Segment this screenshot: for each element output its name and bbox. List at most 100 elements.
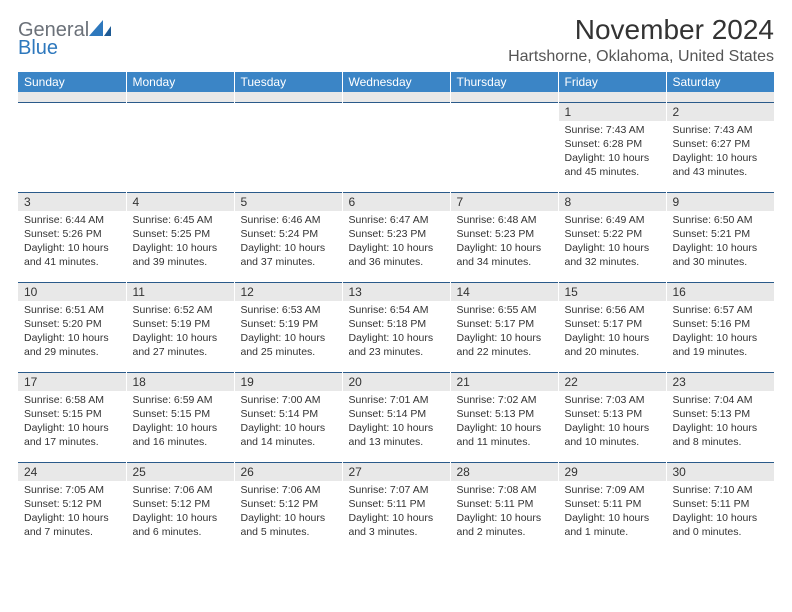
calendar-day-cell: 19Sunrise: 7:00 AMSunset: 5:14 PMDayligh… [234,372,342,462]
calendar-day-cell: 14Sunrise: 6:55 AMSunset: 5:17 PMDayligh… [450,282,558,372]
sunset-text: Sunset: 5:14 PM [241,407,336,421]
location-subtitle: Hartshorne, Oklahoma, United States [508,48,774,66]
day-number: 12 [235,283,342,301]
sunrise-text: Sunrise: 6:51 AM [24,303,120,317]
calendar-day-cell: 17Sunrise: 6:58 AMSunset: 5:15 PMDayligh… [18,372,126,462]
sunrise-text: Sunrise: 7:09 AM [565,483,660,497]
sunrise-text: Sunrise: 7:08 AM [457,483,552,497]
daylight-text: Daylight: 10 hours and 36 minutes. [349,241,444,269]
calendar-day-cell: 11Sunrise: 6:52 AMSunset: 5:19 PMDayligh… [126,282,234,372]
day-number: 17 [18,373,126,391]
daylight-text: Daylight: 10 hours and 45 minutes. [565,151,660,179]
day-details: Sunrise: 6:47 AMSunset: 5:23 PMDaylight:… [343,211,450,274]
sunrise-text: Sunrise: 7:43 AM [673,123,769,137]
calendar-day-cell: 24Sunrise: 7:05 AMSunset: 5:12 PMDayligh… [18,462,126,552]
day-details: Sunrise: 6:44 AMSunset: 5:26 PMDaylight:… [18,211,126,274]
calendar-table: Sunday Monday Tuesday Wednesday Thursday… [18,72,774,552]
sunset-text: Sunset: 6:27 PM [673,137,769,151]
day-number: 4 [127,193,234,211]
calendar-week-row: 24Sunrise: 7:05 AMSunset: 5:12 PMDayligh… [18,462,774,552]
sunrise-text: Sunrise: 7:04 AM [673,393,769,407]
day-number: 7 [451,193,558,211]
day-number: 5 [235,193,342,211]
sunrise-text: Sunrise: 6:52 AM [133,303,228,317]
month-title: November 2024 [508,14,774,46]
day-details: Sunrise: 6:59 AMSunset: 5:15 PMDaylight:… [127,391,234,454]
day-number: 19 [235,373,342,391]
sunrise-text: Sunrise: 6:46 AM [241,213,336,227]
weekday-header: Saturday [666,72,774,92]
day-details: Sunrise: 6:50 AMSunset: 5:21 PMDaylight:… [667,211,775,274]
calendar-day-cell: 8Sunrise: 6:49 AMSunset: 5:22 PMDaylight… [558,192,666,282]
sunrise-text: Sunrise: 6:56 AM [565,303,660,317]
brand-part2: Blue [18,37,58,59]
day-number: 8 [559,193,666,211]
calendar-day-cell: 16Sunrise: 6:57 AMSunset: 5:16 PMDayligh… [666,282,774,372]
calendar-day-cell: 30Sunrise: 7:10 AMSunset: 5:11 PMDayligh… [666,462,774,552]
day-details: Sunrise: 6:58 AMSunset: 5:15 PMDaylight:… [18,391,126,454]
brand-sail-icon [89,20,111,36]
daylight-text: Daylight: 10 hours and 8 minutes. [673,421,769,449]
daylight-text: Daylight: 10 hours and 13 minutes. [349,421,444,449]
day-number: 16 [667,283,775,301]
sunrise-text: Sunrise: 6:48 AM [457,213,552,227]
daylight-text: Daylight: 10 hours and 11 minutes. [457,421,552,449]
sunrise-text: Sunrise: 6:44 AM [24,213,120,227]
day-number: 9 [667,193,775,211]
day-number: 10 [18,283,126,301]
sunset-text: Sunset: 5:15 PM [133,407,228,421]
sunset-text: Sunset: 5:17 PM [565,317,660,331]
day-details: Sunrise: 7:43 AMSunset: 6:28 PMDaylight:… [559,121,666,184]
day-number: 13 [343,283,450,301]
weekday-header: Wednesday [342,72,450,92]
daylight-text: Daylight: 10 hours and 43 minutes. [673,151,769,179]
sunset-text: Sunset: 5:12 PM [241,497,336,511]
sunrise-text: Sunrise: 7:05 AM [24,483,120,497]
daylight-text: Daylight: 10 hours and 23 minutes. [349,331,444,359]
calendar-day-cell: 7Sunrise: 6:48 AMSunset: 5:23 PMDaylight… [450,192,558,282]
sunrise-text: Sunrise: 7:06 AM [133,483,228,497]
sunrise-text: Sunrise: 6:57 AM [673,303,769,317]
day-details: Sunrise: 7:08 AMSunset: 5:11 PMDaylight:… [451,481,558,544]
daylight-text: Daylight: 10 hours and 3 minutes. [349,511,444,539]
day-number: 26 [235,463,342,481]
weekday-header: Sunday [18,72,126,92]
sunrise-text: Sunrise: 7:43 AM [565,123,660,137]
calendar-day-cell: 29Sunrise: 7:09 AMSunset: 5:11 PMDayligh… [558,462,666,552]
day-details: Sunrise: 7:02 AMSunset: 5:13 PMDaylight:… [451,391,558,454]
day-details: Sunrise: 6:46 AMSunset: 5:24 PMDaylight:… [235,211,342,274]
day-number: 27 [343,463,450,481]
day-number: 23 [667,373,775,391]
day-details: Sunrise: 7:43 AMSunset: 6:27 PMDaylight:… [667,121,775,184]
sunset-text: Sunset: 5:13 PM [673,407,769,421]
calendar-week-row: 17Sunrise: 6:58 AMSunset: 5:15 PMDayligh… [18,372,774,462]
calendar-day-cell: 2Sunrise: 7:43 AMSunset: 6:27 PMDaylight… [666,102,774,192]
sunset-text: Sunset: 5:16 PM [673,317,769,331]
calendar-day-cell: 6Sunrise: 6:47 AMSunset: 5:23 PMDaylight… [342,192,450,282]
sunset-text: Sunset: 5:15 PM [24,407,120,421]
day-details: Sunrise: 7:03 AMSunset: 5:13 PMDaylight:… [559,391,666,454]
sunset-text: Sunset: 5:13 PM [565,407,660,421]
day-number [235,103,342,107]
sunset-text: Sunset: 5:22 PM [565,227,660,241]
sunset-text: Sunset: 5:25 PM [133,227,228,241]
sunrise-text: Sunrise: 6:50 AM [673,213,769,227]
sunset-text: Sunset: 5:24 PM [241,227,336,241]
day-details: Sunrise: 7:06 AMSunset: 5:12 PMDaylight:… [127,481,234,544]
calendar-day-cell: 4Sunrise: 6:45 AMSunset: 5:25 PMDaylight… [126,192,234,282]
calendar-day-cell: 25Sunrise: 7:06 AMSunset: 5:12 PMDayligh… [126,462,234,552]
day-number: 28 [451,463,558,481]
day-number: 1 [559,103,666,121]
daylight-text: Daylight: 10 hours and 0 minutes. [673,511,769,539]
sunset-text: Sunset: 5:11 PM [349,497,444,511]
sunset-text: Sunset: 5:19 PM [133,317,228,331]
day-details: Sunrise: 6:54 AMSunset: 5:18 PMDaylight:… [343,301,450,364]
sunset-text: Sunset: 5:18 PM [349,317,444,331]
sunrise-text: Sunrise: 6:49 AM [565,213,660,227]
calendar-day-cell: 26Sunrise: 7:06 AMSunset: 5:12 PMDayligh… [234,462,342,552]
day-details: Sunrise: 7:04 AMSunset: 5:13 PMDaylight:… [667,391,775,454]
calendar-day-cell: 21Sunrise: 7:02 AMSunset: 5:13 PMDayligh… [450,372,558,462]
calendar-day-cell: 12Sunrise: 6:53 AMSunset: 5:19 PMDayligh… [234,282,342,372]
weekday-header: Thursday [450,72,558,92]
sunset-text: Sunset: 5:11 PM [565,497,660,511]
